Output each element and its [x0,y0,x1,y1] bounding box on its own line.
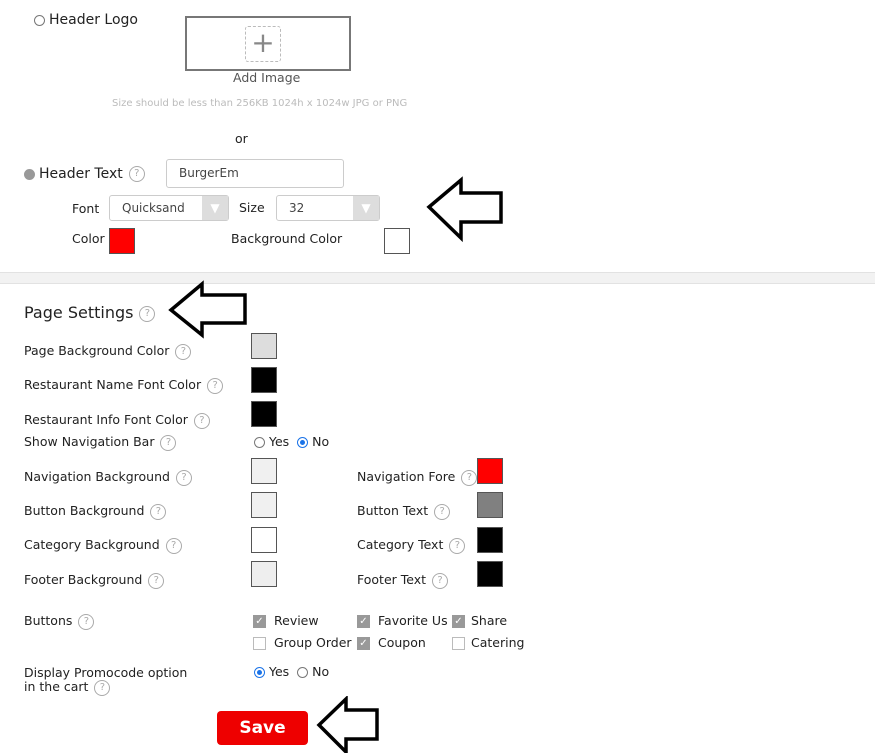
save-button[interactable]: Save [217,711,308,745]
nav-bar-no-radio[interactable] [297,437,309,448]
footer-text-swatch[interactable] [477,561,503,587]
checkbox-coupon[interactable]: ✓ Coupon [357,635,426,650]
nav-fore-swatch[interactable] [477,458,503,484]
help-icon[interactable]: ? [175,469,192,486]
size-select[interactable]: 32 ▼ [276,195,380,221]
plus-icon: + [245,26,281,62]
checkbox-catering[interactable]: Catering [452,635,524,650]
info-font-swatch[interactable] [251,401,277,427]
help-icon[interactable]: ? [193,412,210,429]
right-color-label: Button Text? [357,503,451,520]
help-icon[interactable]: ? [139,305,156,322]
arrow-left-icon [426,176,503,243]
nav-bar-label: Show Navigation Bar? [24,434,177,451]
name-font-swatch[interactable] [251,367,277,393]
nav-bg-swatch[interactable] [251,458,277,484]
promo-label: Display Promocode option [24,665,188,680]
category-text-swatch[interactable] [477,527,503,553]
promo-yes-radio[interactable] [254,667,265,678]
check-icon[interactable]: ✓ [452,615,465,628]
footer-bg-swatch[interactable] [251,561,277,587]
help-icon[interactable]: ? [207,377,224,394]
right-color-label: Footer Text? [357,572,449,589]
header-text-input[interactable]: BurgerEm [166,159,344,188]
help-icon[interactable]: ? [148,572,165,589]
help-icon[interactable]: ? [449,537,466,554]
help-icon[interactable]: ? [128,166,145,182]
buttons-label: Buttons? [24,613,95,630]
check-icon[interactable]: ✓ [253,615,266,628]
header-bg-color-swatch[interactable] [384,228,410,254]
checkbox-review[interactable]: ✓ Review [253,613,319,628]
right-color-label: Navigation Fore? [357,469,478,486]
checkbox-favorite-us[interactable]: ✓ Favorite Us [357,613,448,628]
info-font-label: Restaurant Info Font Color? [24,412,210,429]
help-icon[interactable]: ? [160,434,177,451]
nav-bar-yes-radio[interactable] [254,437,265,448]
promo-label-2: in the cart? [24,679,111,696]
help-icon[interactable]: ? [94,679,111,696]
category-bg-swatch[interactable] [251,527,277,553]
checkbox-box[interactable] [253,637,266,650]
help-icon[interactable]: ? [461,469,478,486]
size-hint: Size should be less than 256KB 1024h x 1… [112,98,408,109]
left-color-label: Button Background? [24,503,167,520]
font-select[interactable]: Quicksand ▼ [109,195,229,221]
name-font-label: Restaurant Name Font Color? [24,377,224,394]
help-icon[interactable]: ? [432,572,449,589]
section-divider [0,272,875,284]
header-text-radio[interactable] [24,168,35,180]
chevron-down-icon: ▼ [202,196,228,220]
check-icon[interactable]: ✓ [357,615,370,628]
header-logo-radio[interactable] [34,14,45,26]
help-icon[interactable]: ? [150,503,167,520]
checkbox-group-order[interactable]: Group Order [253,635,352,650]
size-label: Size [239,200,265,215]
add-image-dropzone[interactable]: + [185,16,351,71]
promo-no-radio[interactable] [297,667,309,678]
nav-bar-radios: Yes No [254,434,329,449]
or-text: or [235,131,248,146]
arrow-left-icon [168,280,247,339]
page-bg-label: Page Background Color? [24,343,192,360]
page-bg-swatch[interactable] [251,333,277,359]
page-settings-title: Page Settings? [24,303,156,322]
header-text-option[interactable]: Header Text? [24,166,145,182]
help-icon[interactable]: ? [165,537,182,554]
header-logo-option[interactable]: Header Logo [34,12,138,28]
button-bg-swatch[interactable] [251,492,277,518]
header-color-swatch[interactable] [109,228,135,254]
checkbox-box[interactable] [452,637,465,650]
promo-radios: Yes No [254,664,329,679]
font-label: Font [72,201,100,216]
left-color-label: Navigation Background? [24,469,192,486]
right-color-label: Category Text? [357,537,466,554]
add-image-label: Add Image [233,70,301,85]
check-icon[interactable]: ✓ [357,637,370,650]
chevron-down-icon: ▼ [353,196,379,220]
arrow-left-icon [316,696,379,753]
checkbox-share[interactable]: ✓ Share [452,613,507,628]
left-color-label: Footer Background? [24,572,165,589]
help-icon[interactable]: ? [78,613,95,630]
help-icon[interactable]: ? [175,343,192,360]
bg-color-label: Background Color [231,231,343,246]
left-color-label: Category Background? [24,537,182,554]
button-text-swatch[interactable] [477,492,503,518]
help-icon[interactable]: ? [434,503,451,520]
color-label: Color [72,231,105,246]
